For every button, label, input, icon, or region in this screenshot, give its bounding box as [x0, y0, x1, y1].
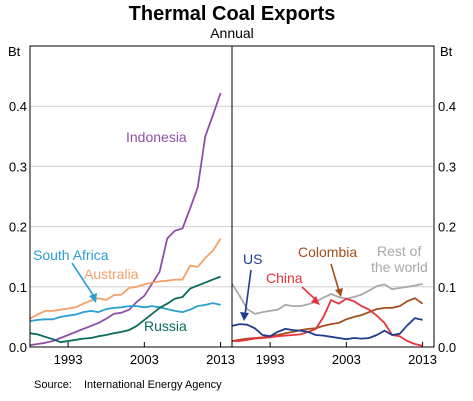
- label-south-africa: South Africa: [33, 247, 109, 263]
- series-line-indonesia: [29, 92, 222, 347]
- y-tick-label-left: 0.3: [9, 159, 27, 174]
- label-colombia: Colombia: [298, 244, 357, 260]
- y-tick-label-right: 0.0: [438, 340, 456, 355]
- chart-subtitle: Annual: [210, 25, 254, 41]
- label-australia: Australia: [84, 266, 139, 282]
- x-tick-label: 2003: [332, 352, 361, 367]
- y-tick-label-right: 0.4: [438, 99, 456, 114]
- y-unit-label-right: Bt: [440, 44, 453, 59]
- x-tick-label: 2013: [408, 352, 437, 367]
- y-tick-labels: 0.0 0.0 0.1 0.1 0.2 0.2 0.3 0.3 0.4 0.4: [9, 99, 456, 355]
- label-russia: Russia: [144, 318, 187, 334]
- x-tick-label: 1993: [256, 352, 285, 367]
- x-tick-label: 2003: [130, 352, 159, 367]
- y-tick-label-left: 0.4: [9, 99, 27, 114]
- x-tick-label: 1993: [54, 352, 83, 367]
- y-tick-label-right: 0.1: [438, 280, 456, 295]
- y-tick-label-right: 0.2: [438, 220, 456, 235]
- series-line-us: [231, 317, 423, 341]
- series-line-russia: [29, 275, 221, 344]
- label-rest-of-world-line2: the world: [371, 259, 428, 275]
- series-line-south-africa: [29, 302, 221, 322]
- series-line-china: [232, 297, 423, 347]
- series-lines: [29, 92, 424, 347]
- label-indonesia: Indonesia: [126, 129, 187, 145]
- x-tick-labels: 1993 2003 2013 1993 2003 2013: [54, 342, 437, 367]
- source-label: Source:: [34, 379, 72, 391]
- y-tick-label-left: 0.2: [9, 220, 27, 235]
- source-text: International Energy Agency: [84, 379, 222, 391]
- y-unit-label-left: Bt: [8, 44, 21, 59]
- label-rest-of-world-line1: Rest of: [377, 243, 421, 259]
- chart-title: Thermal Coal Exports: [129, 3, 336, 25]
- series-line-rest-of-the-world: [231, 282, 423, 315]
- series-line-australia: [29, 238, 222, 320]
- pointer-arrows: [71, 262, 343, 321]
- y-tick-label-left: 0.0: [9, 340, 27, 355]
- y-tick-label-right: 0.3: [438, 159, 456, 174]
- label-china: China: [266, 270, 303, 286]
- y-tick-label-left: 0.1: [9, 280, 27, 295]
- label-us: US: [243, 251, 262, 267]
- x-tick-label: 2013: [206, 352, 235, 367]
